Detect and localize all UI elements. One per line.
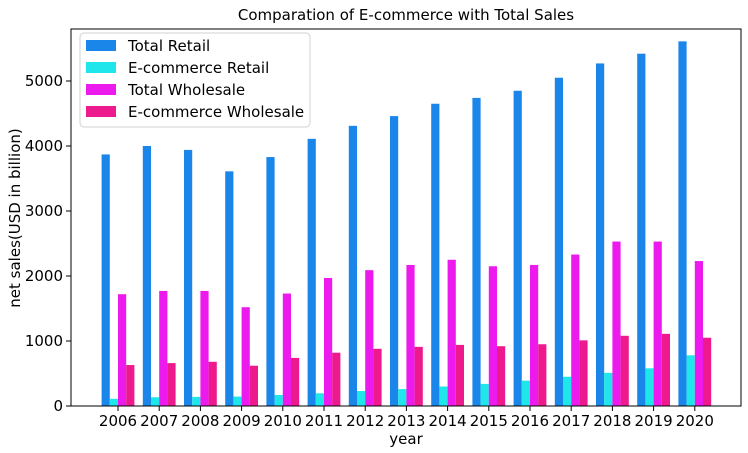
legend-label: Total Wholesale <box>127 81 245 99</box>
x-tick-label: 2013 <box>387 412 425 430</box>
y-axis-label: net sales(USD in billion) <box>6 128 24 307</box>
x-tick-label: 2012 <box>346 412 384 430</box>
y-tick-label: 5000 <box>25 72 63 90</box>
bar-total-retail-2007 <box>142 146 151 406</box>
bar-e-commerce-wholesale-2016 <box>538 344 547 406</box>
bar-e-commerce-retail-2018 <box>604 372 613 406</box>
bar-total-wholesale-2008 <box>200 290 209 406</box>
bar-total-retail-2012 <box>348 125 357 406</box>
bar-total-retail-2016 <box>513 90 522 406</box>
chart-title: Comparation of E-commerce with Total Sal… <box>238 6 574 24</box>
bar-e-commerce-retail-2011 <box>315 393 324 406</box>
bar-total-wholesale-2007 <box>159 290 168 406</box>
x-tick-label: 2009 <box>223 412 261 430</box>
x-tick-label: 2007 <box>140 412 178 430</box>
bar-total-retail-2015 <box>472 97 481 407</box>
bar-e-commerce-wholesale-2014 <box>455 344 464 406</box>
x-tick-label: 2018 <box>593 412 631 430</box>
bar-e-commerce-retail-2010 <box>274 394 283 406</box>
bar-total-retail-2013 <box>390 116 399 406</box>
bar-e-commerce-wholesale-2012 <box>373 348 382 406</box>
y-tick-label: 4000 <box>25 137 63 155</box>
x-tick-label: 2015 <box>470 412 508 430</box>
bars-group <box>101 41 712 407</box>
bar-e-commerce-wholesale-2019 <box>661 333 670 406</box>
bar-total-wholesale-2018 <box>612 241 621 406</box>
bar-total-wholesale-2006 <box>118 294 127 406</box>
bar-e-commerce-wholesale-2018 <box>620 335 629 406</box>
bar-total-wholesale-2016 <box>530 264 539 406</box>
bar-total-retail-2018 <box>596 63 605 406</box>
bar-total-wholesale-2010 <box>282 293 291 406</box>
bar-total-wholesale-2009 <box>241 307 250 406</box>
bar-e-commerce-retail-2009 <box>233 396 242 406</box>
x-tick-label: 2011 <box>305 412 343 430</box>
y-tick-label: 2000 <box>25 267 63 285</box>
bar-total-wholesale-2013 <box>406 264 415 406</box>
bar-e-commerce-wholesale-2009 <box>249 365 258 406</box>
bar-e-commerce-wholesale-2017 <box>579 340 588 406</box>
bar-total-retail-2008 <box>184 149 193 406</box>
legend-box <box>79 32 311 128</box>
bar-e-commerce-retail-2019 <box>645 368 654 406</box>
bar-e-commerce-retail-2008 <box>192 396 201 406</box>
legend-swatch <box>86 84 116 95</box>
x-tick-label: 2017 <box>552 412 590 430</box>
x-tick-label: 2016 <box>511 412 549 430</box>
bar-e-commerce-retail-2015 <box>480 383 489 406</box>
x-tick-label: 2006 <box>99 412 137 430</box>
bar-e-commerce-retail-2007 <box>151 397 160 406</box>
y-tick-label: 0 <box>53 397 63 415</box>
x-tick-label: 2014 <box>429 412 467 430</box>
x-tick-label: 2019 <box>635 412 673 430</box>
legend-label: E-commerce Retail <box>128 59 269 77</box>
bar-total-wholesale-2019 <box>653 241 662 406</box>
legend-label: Total Retail <box>127 37 210 55</box>
legend-swatch <box>86 40 116 51</box>
bar-e-commerce-retail-2014 <box>439 386 448 406</box>
y-tick-label: 3000 <box>25 202 63 220</box>
bar-total-retail-2006 <box>101 154 110 406</box>
bar-e-commerce-wholesale-2006 <box>126 365 135 406</box>
bar-e-commerce-retail-2016 <box>521 380 530 406</box>
legend-swatch <box>86 62 116 73</box>
bar-e-commerce-retail-2013 <box>398 389 407 406</box>
bar-total-wholesale-2017 <box>571 254 580 406</box>
bar-e-commerce-retail-2020 <box>686 355 695 406</box>
bar-total-retail-2017 <box>554 77 563 406</box>
bar-total-wholesale-2014 <box>447 259 456 406</box>
bar-total-retail-2019 <box>637 53 646 406</box>
legend-swatch <box>86 106 116 117</box>
x-axis-ticks: 2006 2007 2008 2009 2010 2011 2012 2013 2014 2015… <box>99 406 714 430</box>
bar-e-commerce-wholesale-2011 <box>332 352 341 406</box>
bar-e-commerce-wholesale-2013 <box>414 346 423 406</box>
bar-e-commerce-wholesale-2015 <box>497 346 506 406</box>
y-tick-label: 1000 <box>25 332 63 350</box>
bar-total-wholesale-2012 <box>365 270 374 406</box>
legend: Total Retail E-commerce Retail Total Whole… <box>79 32 311 128</box>
x-tick-label: 2020 <box>676 412 714 430</box>
x-axis-label: year <box>389 430 423 448</box>
legend-label: E-commerce Wholesale <box>128 103 304 121</box>
bar-e-commerce-wholesale-2020 <box>703 337 712 406</box>
y-axis-ticks: 0 1000 2000 3000 4000 5000 <box>25 72 71 415</box>
bar-e-commerce-wholesale-2008 <box>208 361 217 406</box>
bar-e-commerce-wholesale-2010 <box>291 357 300 406</box>
bar-total-wholesale-2020 <box>694 261 703 406</box>
bar-total-wholesale-2015 <box>488 266 497 406</box>
bar-total-wholesale-2011 <box>324 277 333 406</box>
bar-total-retail-2011 <box>307 138 316 406</box>
bar-e-commerce-retail-2012 <box>357 391 366 406</box>
bar-e-commerce-retail-2017 <box>563 376 572 406</box>
x-tick-label: 2008 <box>181 412 219 430</box>
bar-total-retail-2009 <box>225 171 234 406</box>
bar-e-commerce-retail-2006 <box>109 398 118 406</box>
x-tick-label: 2010 <box>264 412 302 430</box>
bar-total-retail-2014 <box>431 103 440 406</box>
bar-e-commerce-wholesale-2007 <box>167 363 176 406</box>
bar-total-retail-2020 <box>678 41 687 406</box>
bar-total-retail-2010 <box>266 157 275 406</box>
